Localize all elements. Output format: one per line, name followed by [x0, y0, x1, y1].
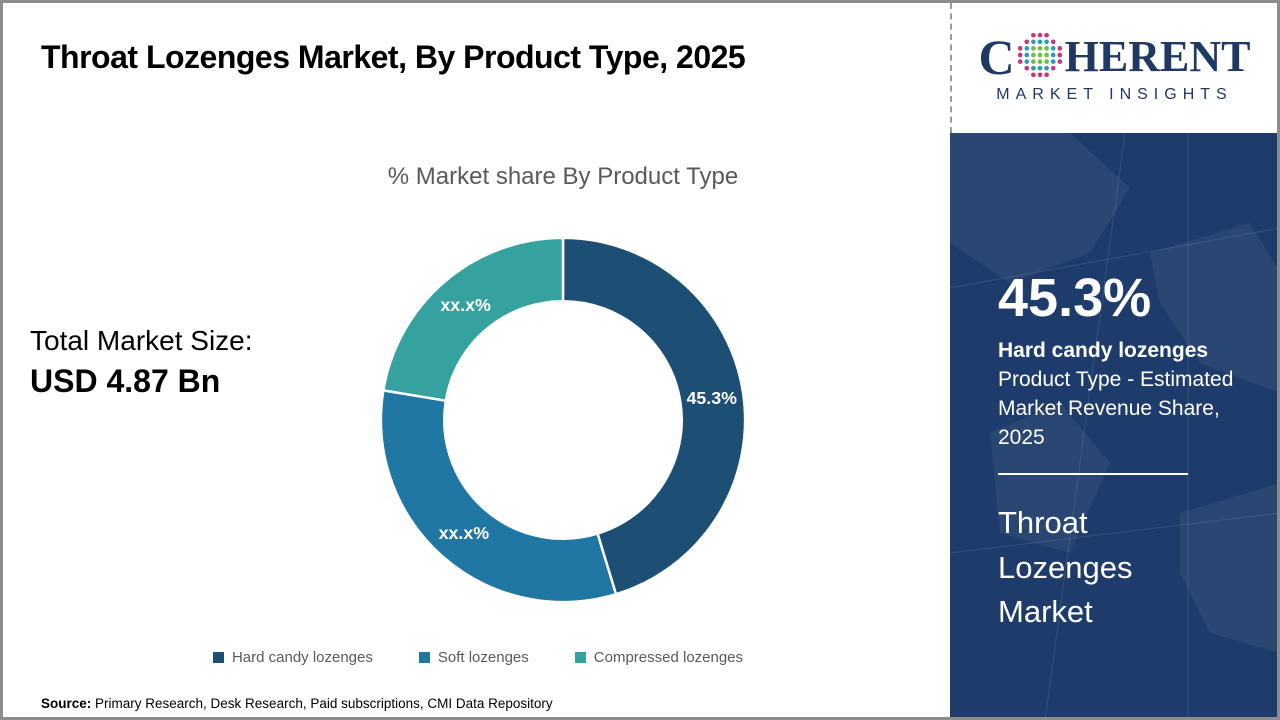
- sidebar-content: 45.3% Hard candy lozenges Product Type -…: [950, 133, 1277, 635]
- sidebar-stat-value: 45.3%: [998, 268, 1152, 328]
- donut-segment-label: xx.x%: [439, 523, 490, 543]
- total-market-size-block: Total Market Size: USD 4.87 Bn: [30, 325, 253, 400]
- brand-logo: C HERENT MARKET INSIGHTS: [950, 3, 1277, 133]
- globe-dots-icon: [1017, 32, 1062, 78]
- sidebar-panel: 45.3% Hard candy lozenges Product Type -…: [950, 133, 1277, 717]
- legend-item-compressed: Compressed lozenges: [574, 649, 744, 666]
- donut-chart: 45.3% xx.x% xx.x%: [375, 232, 751, 608]
- sidebar-stat-title: Hard candy lozenges: [998, 339, 1209, 362]
- legend-swatch-soft: [418, 652, 430, 663]
- legend-item-hard-candy: Hard candy lozenges: [212, 649, 373, 666]
- chart-legend: Hard candy lozenges Soft lozenges Compre…: [3, 649, 953, 666]
- source-line: Source: Primary Research, Desk Research,…: [41, 696, 553, 711]
- source-text: Primary Research, Desk Research, Paid su…: [91, 696, 553, 711]
- world-map-texture: [950, 133, 1277, 717]
- legend-swatch-hard-candy: [212, 652, 224, 663]
- donut-segment: [561, 236, 747, 596]
- sidebar-market-name: Throat Lozenges Market: [998, 504, 1133, 630]
- brand-letter-c: C: [978, 29, 1015, 85]
- total-market-size-label: Total Market Size:: [30, 325, 253, 356]
- legend-label-hard-candy: Hard candy lozenges: [231, 649, 373, 666]
- donut-segment-label: xx.x%: [440, 295, 491, 315]
- chart-title: % Market share By Product Type: [387, 163, 739, 190]
- legend-item-soft: Soft lozenges: [418, 649, 529, 666]
- source-label: Source:: [41, 696, 92, 711]
- brand-wordmark: C HERENT: [979, 32, 1251, 82]
- total-market-size-value: USD 4.87 Bn: [30, 363, 221, 399]
- donut-segment: [381, 236, 565, 403]
- page-title: Throat Lozenges Market, By Product Type,…: [41, 39, 746, 75]
- legend-label-compressed: Compressed lozenges: [593, 649, 744, 666]
- brand-subtitle: MARKET INSIGHTS: [996, 86, 1233, 103]
- donut-segment: [379, 388, 618, 604]
- donut-chart-svg: 45.3% xx.x% xx.x%: [379, 236, 747, 604]
- legend-label-soft: Soft lozenges: [437, 649, 529, 666]
- sidebar-divider: [998, 472, 1188, 475]
- donut-segment-label: 45.3%: [686, 388, 737, 408]
- sidebar-stat-description: Product Type - Estimated Market Revenue …: [998, 368, 1234, 449]
- brand-letters-rest: HERENT: [1064, 32, 1251, 81]
- legend-swatch-compressed: [574, 652, 586, 663]
